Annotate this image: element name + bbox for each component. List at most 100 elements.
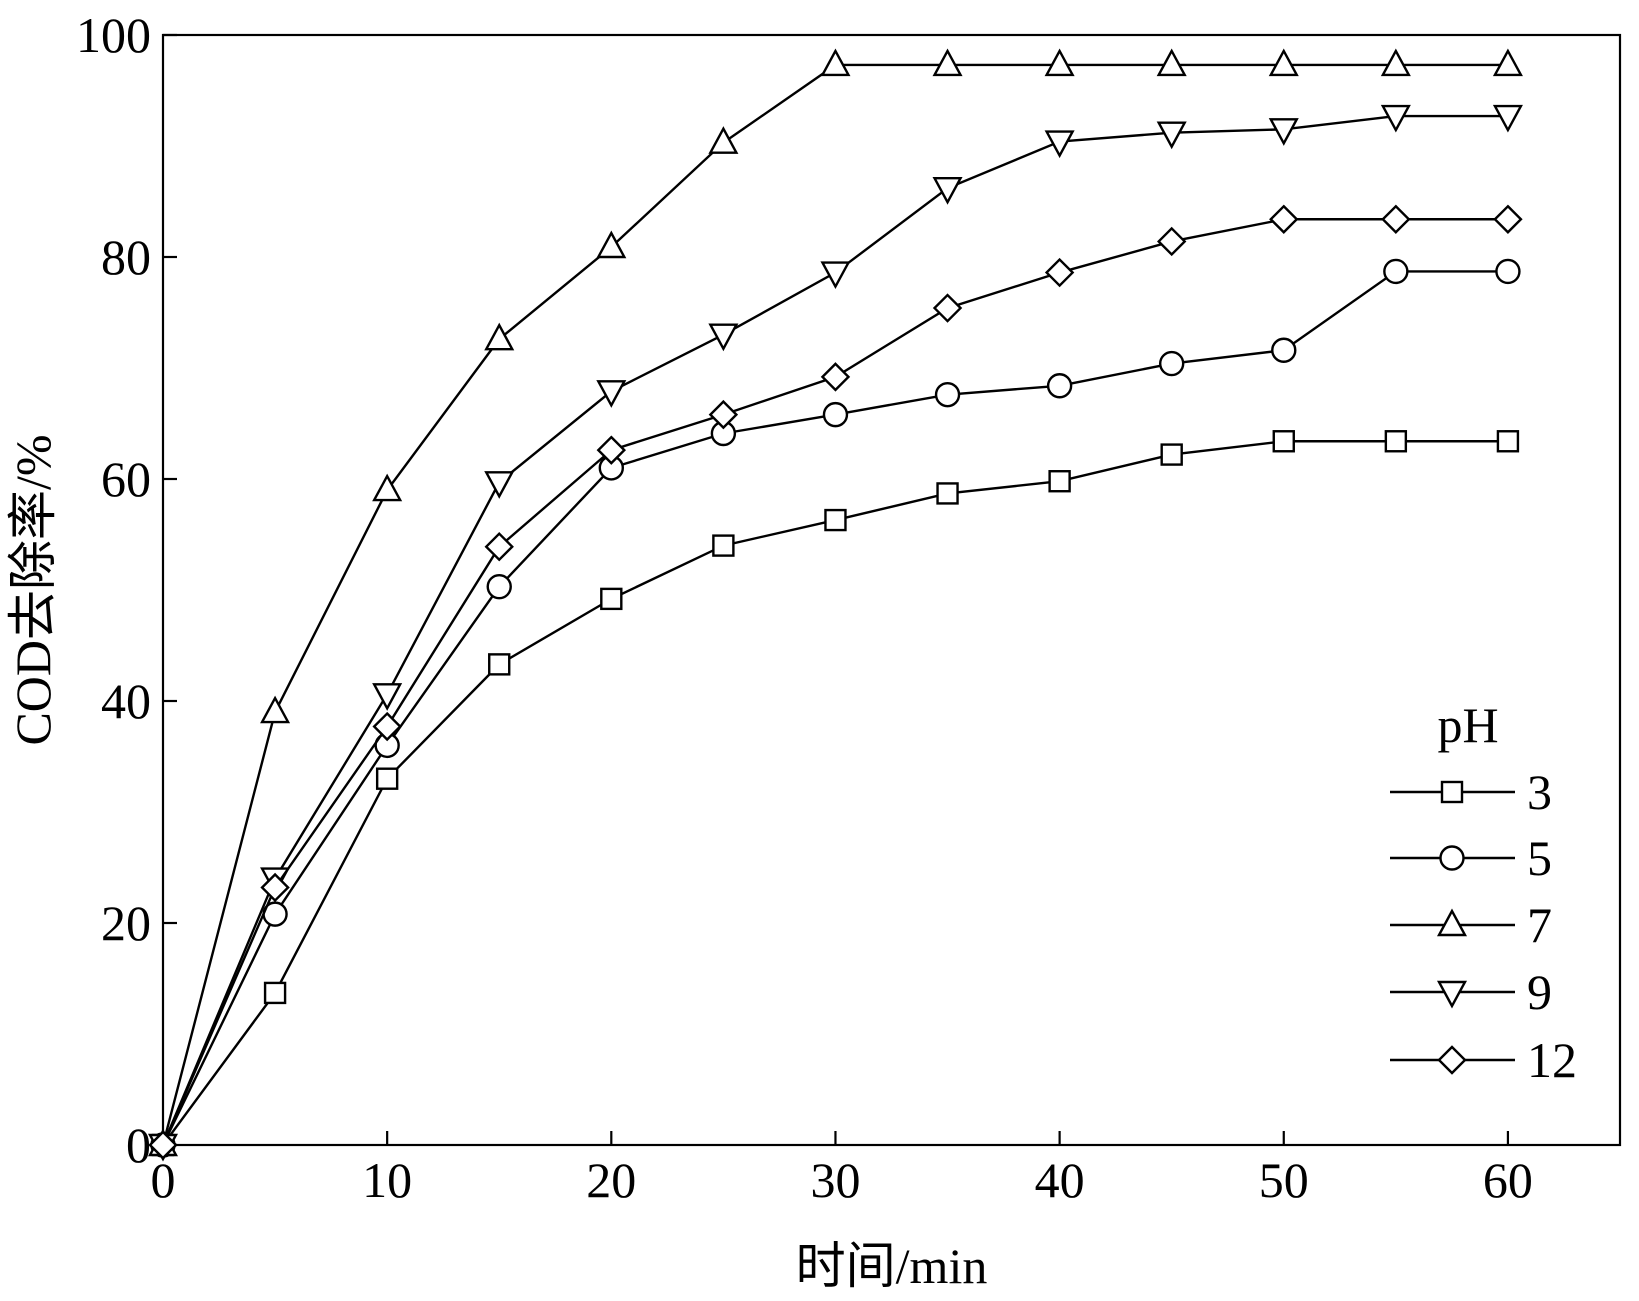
data-point-ph-7 — [260, 695, 291, 724]
legend-label: 7 — [1527, 897, 1552, 953]
data-point-ph-7 — [596, 230, 627, 259]
data-point-ph-7 — [708, 126, 739, 154]
legend-label: 3 — [1527, 764, 1552, 820]
data-point-ph-5 — [1046, 373, 1073, 399]
data-point-ph-9 — [932, 176, 963, 205]
data-point-ph-12 — [820, 362, 851, 392]
series-line-ph-3 — [162, 440, 1508, 1146]
legend-marker — [1436, 980, 1468, 1009]
data-point-ph-3 — [488, 653, 511, 676]
plot-frame — [161, 33, 1622, 1147]
y-axis-ticks: 0 20 40 60 80 100 — [76, 7, 177, 1173]
data-point-ph-12 — [260, 872, 290, 903]
legend-marker — [1436, 908, 1468, 937]
data-point-ph-12 — [1269, 204, 1299, 234]
x-tick-label: 60 — [1483, 1152, 1533, 1208]
data-point-ph-7 — [484, 322, 515, 351]
data-point-ph-5 — [486, 573, 512, 600]
data-point-ph-7 — [932, 48, 963, 77]
series-ph-3 — [151, 430, 1520, 1157]
data-point-ph-9 — [1268, 118, 1299, 146]
legend-item-ph-3: 3 — [1390, 764, 1552, 820]
y-tick-label: 40 — [101, 673, 151, 729]
data-point-ph-3 — [1272, 430, 1295, 453]
data-point-ph-7 — [372, 473, 403, 502]
data-point-ph-9 — [708, 323, 739, 352]
data-point-ph-12 — [1044, 257, 1075, 288]
data-point-ph-9 — [372, 683, 403, 711]
x-tick-label: 50 — [1259, 1152, 1309, 1208]
data-point-ph-12 — [1381, 204, 1411, 234]
legend-title: pH — [1437, 697, 1498, 753]
data-point-ph-7 — [1380, 48, 1411, 77]
data-point-ph-9 — [1492, 104, 1523, 133]
legend-label: 9 — [1527, 964, 1552, 1020]
data-point-ph-12 — [484, 532, 514, 562]
data-point-ph-3 — [1160, 443, 1183, 466]
legend-marker — [1440, 780, 1464, 804]
data-point-ph-3 — [712, 534, 735, 557]
x-axis-title: 时间/min — [796, 1238, 988, 1294]
data-point-ph-5 — [1383, 258, 1409, 285]
plot-border — [161, 33, 1622, 1147]
x-tick-label: 30 — [810, 1152, 860, 1208]
y-axis-title: COD去除率/% — [5, 434, 61, 745]
x-tick-label: 10 — [362, 1152, 412, 1208]
x-axis-ticks: 0 10 20 30 40 50 60 — [151, 1131, 1533, 1208]
data-point-ph-3 — [1048, 470, 1071, 493]
data-point-ph-3 — [375, 767, 399, 790]
series-ph-9 — [147, 104, 1523, 1162]
data-point-ph-12 — [372, 711, 402, 742]
series-ph-5 — [150, 258, 1521, 1158]
series-layer — [147, 48, 1523, 1162]
y-tick-label: 20 — [101, 895, 151, 951]
data-point-ph-5 — [934, 381, 961, 408]
data-point-ph-3 — [1384, 430, 1408, 453]
data-point-ph-9 — [1380, 104, 1411, 133]
y-tick-label: 0 — [126, 1117, 151, 1173]
data-point-ph-9 — [484, 471, 515, 499]
data-point-ph-3 — [824, 508, 847, 532]
data-point-ph-7 — [1044, 48, 1075, 77]
data-point-ph-3 — [600, 587, 623, 611]
legend-label: 12 — [1527, 1032, 1577, 1088]
data-point-ph-5 — [1158, 350, 1185, 377]
data-point-ph-9 — [820, 261, 851, 290]
data-point-ph-7 — [1492, 48, 1523, 77]
data-point-ph-7 — [1268, 48, 1299, 77]
data-point-ph-12 — [596, 435, 627, 465]
data-point-ph-12 — [148, 1130, 178, 1160]
data-point-ph-7 — [1156, 48, 1187, 77]
data-point-ph-3 — [1496, 430, 1520, 453]
data-point-ph-3 — [936, 482, 959, 505]
data-point-ph-5 — [1495, 258, 1521, 285]
y-tick-label: 100 — [76, 7, 151, 63]
data-point-ph-12 — [1493, 204, 1523, 234]
data-point-ph-12 — [1156, 226, 1187, 257]
data-point-ph-7 — [820, 48, 851, 77]
series-line-ph-7 — [161, 63, 1508, 1146]
data-point-ph-12 — [708, 399, 739, 430]
data-point-ph-9 — [1044, 130, 1075, 159]
legend-item-ph-7: 7 — [1390, 897, 1552, 953]
data-point-ph-5 — [822, 401, 849, 428]
legend-label: 5 — [1527, 830, 1552, 886]
legend: pH 3 5 7 9 12 — [1390, 697, 1577, 1088]
data-point-ph-9 — [596, 380, 627, 408]
legend-item-ph-5: 5 — [1390, 830, 1552, 886]
series-ph-12 — [148, 204, 1523, 1160]
data-point-ph-9 — [1156, 121, 1187, 150]
legend-item-ph-12: 12 — [1390, 1032, 1577, 1088]
legend-item-ph-9: 9 — [1390, 964, 1552, 1020]
data-point-ph-12 — [932, 293, 963, 323]
legend-marker — [1437, 1045, 1467, 1075]
y-tick-label: 60 — [101, 451, 151, 507]
data-point-ph-5 — [1271, 337, 1297, 363]
legend-marker — [1439, 845, 1465, 871]
series-ph-7 — [147, 48, 1523, 1157]
x-tick-label: 40 — [1035, 1152, 1085, 1208]
x-tick-label: 20 — [586, 1152, 636, 1208]
data-point-ph-3 — [263, 981, 287, 1005]
y-tick-label: 80 — [101, 229, 151, 285]
